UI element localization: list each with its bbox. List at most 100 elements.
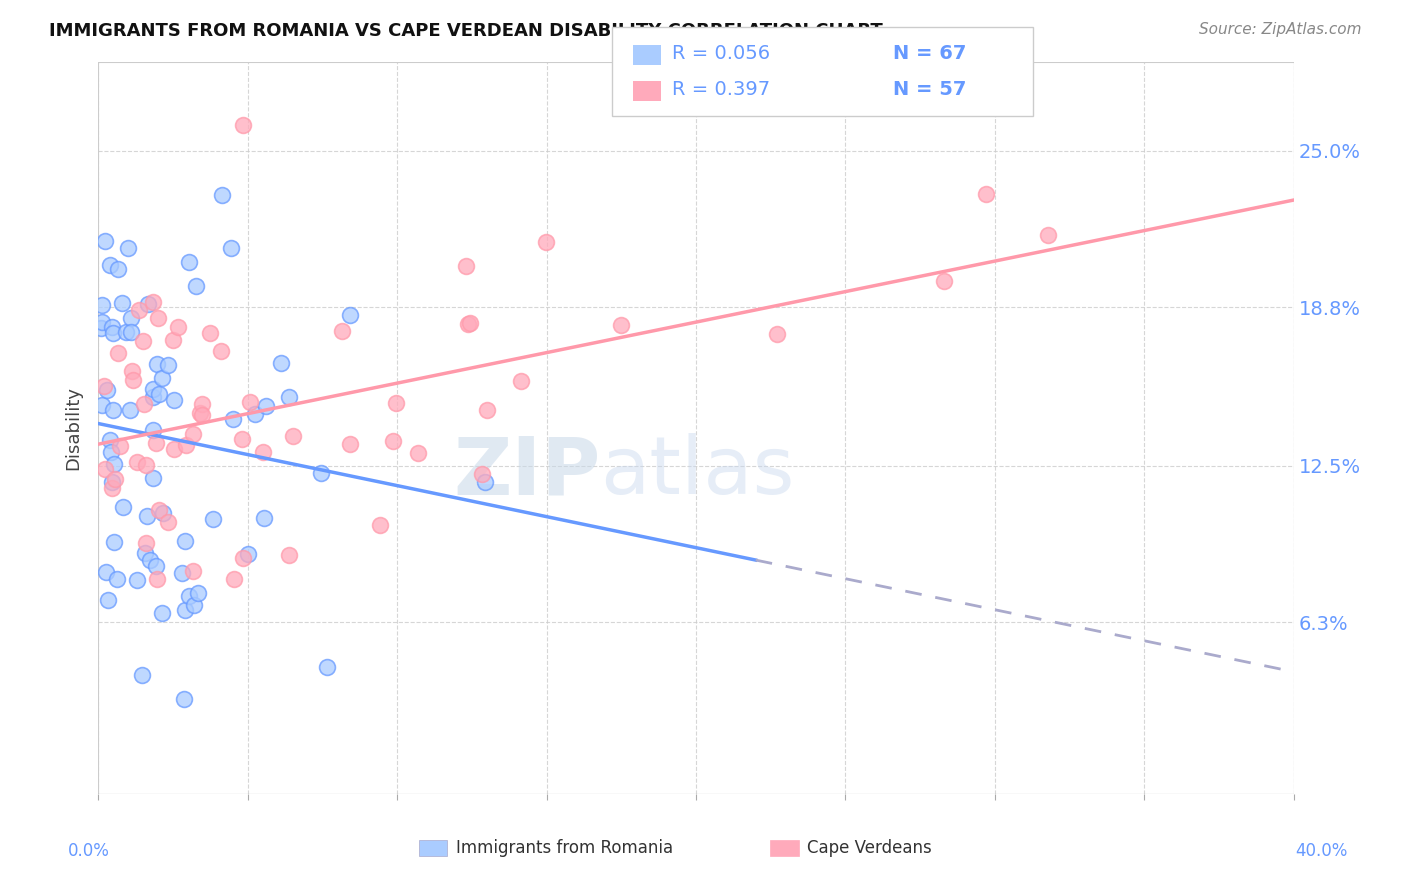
Point — [107, 345, 129, 359]
Point — [245, 407, 267, 421]
Point — [339, 437, 361, 451]
Point — [932, 274, 955, 288]
Point — [209, 343, 232, 358]
Point — [100, 444, 122, 458]
Point — [142, 295, 165, 310]
Point — [98, 434, 121, 448]
Point — [94, 234, 117, 248]
Point — [145, 558, 167, 573]
Text: ZIP: ZIP — [453, 433, 600, 511]
Point — [118, 402, 141, 417]
Point — [211, 187, 233, 202]
Point — [111, 296, 134, 310]
Point — [146, 310, 169, 325]
Point — [283, 429, 305, 443]
Point — [163, 442, 186, 457]
Point — [101, 320, 124, 334]
Point — [177, 255, 200, 269]
Point — [163, 393, 186, 408]
Point — [142, 423, 165, 437]
Point — [125, 455, 148, 469]
Point — [534, 235, 557, 249]
Point — [200, 326, 222, 340]
Point — [117, 241, 139, 255]
Point — [91, 298, 114, 312]
Point — [270, 356, 292, 370]
Point — [191, 397, 214, 411]
Text: N = 57: N = 57 — [893, 79, 966, 99]
Point — [97, 593, 120, 607]
Point — [766, 326, 789, 341]
Point — [107, 261, 129, 276]
Point — [231, 432, 253, 446]
Point — [128, 302, 150, 317]
Point — [120, 325, 142, 339]
Point — [142, 391, 165, 405]
Point — [477, 402, 499, 417]
Point — [96, 383, 118, 397]
Point — [458, 316, 481, 330]
Point — [330, 324, 353, 338]
Point — [120, 310, 142, 325]
Point — [177, 589, 200, 603]
Point — [170, 566, 193, 581]
Point — [202, 512, 225, 526]
Point — [90, 398, 112, 412]
Point — [108, 439, 131, 453]
Point — [142, 382, 165, 396]
Point — [148, 503, 170, 517]
Point — [510, 374, 533, 388]
Point — [103, 535, 125, 549]
Point — [136, 508, 159, 523]
Point — [111, 500, 134, 514]
Text: R = 0.056: R = 0.056 — [672, 44, 770, 63]
Point — [471, 467, 494, 481]
Point — [174, 438, 197, 452]
Point — [145, 435, 167, 450]
Point — [103, 457, 125, 471]
Point — [103, 402, 125, 417]
Point — [148, 387, 170, 401]
Text: 0.0%: 0.0% — [67, 842, 110, 860]
Point — [339, 308, 361, 322]
Point — [1036, 228, 1059, 243]
Point — [132, 397, 155, 411]
Point — [239, 395, 262, 409]
Point — [278, 390, 301, 404]
Point — [145, 357, 167, 371]
Point — [236, 547, 259, 561]
Text: Source: ZipAtlas.com: Source: ZipAtlas.com — [1198, 22, 1361, 37]
Point — [278, 548, 301, 562]
Point — [134, 545, 156, 559]
Point — [385, 395, 408, 409]
Point — [454, 259, 477, 273]
Point — [98, 258, 121, 272]
Y-axis label: Disability: Disability — [65, 386, 83, 470]
Point — [187, 586, 209, 600]
Point — [381, 434, 404, 449]
Point — [91, 315, 114, 329]
Text: 40.0%: 40.0% — [1295, 842, 1348, 860]
Point — [125, 574, 148, 588]
Point — [135, 535, 157, 549]
Point — [105, 572, 128, 586]
Point — [150, 606, 173, 620]
Point — [219, 241, 242, 255]
Point — [457, 317, 479, 331]
Text: Immigrants from Romania: Immigrants from Romania — [456, 839, 672, 857]
Point — [252, 445, 274, 459]
Point — [122, 373, 145, 387]
Point — [131, 667, 153, 681]
Point — [104, 472, 127, 486]
Point — [173, 603, 195, 617]
Point — [138, 296, 160, 310]
Point — [121, 364, 143, 378]
Point — [252, 511, 274, 525]
Point — [232, 118, 254, 132]
Point — [162, 333, 184, 347]
Point — [93, 378, 115, 392]
Point — [309, 466, 332, 480]
Point — [474, 475, 496, 489]
Point — [183, 598, 205, 612]
Point — [131, 334, 153, 349]
